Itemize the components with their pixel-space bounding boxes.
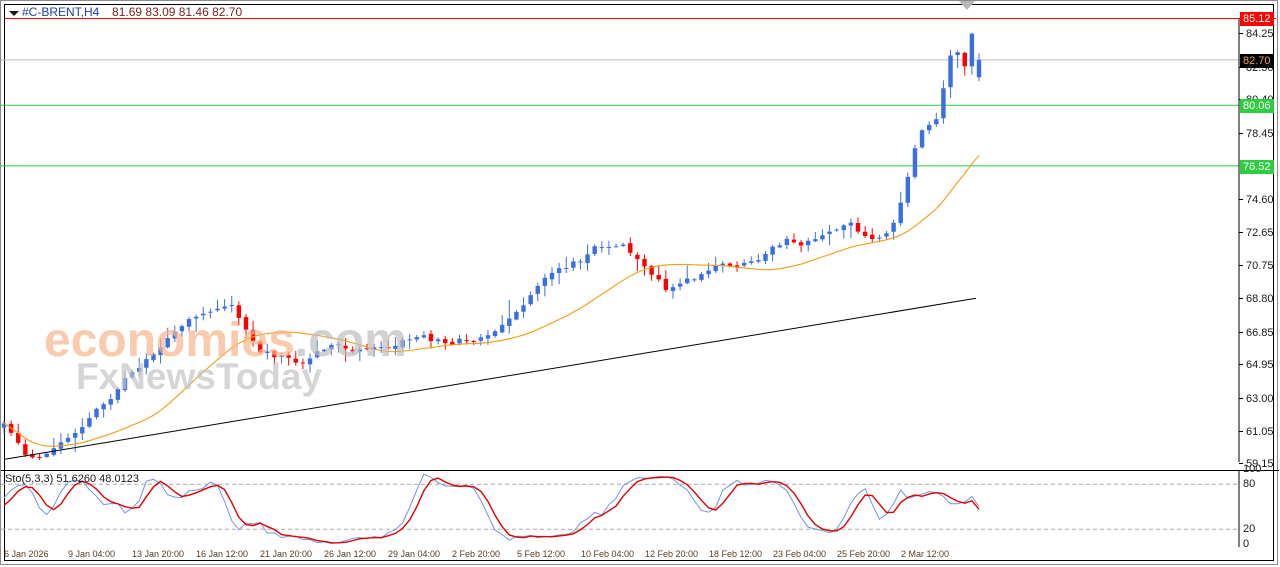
svg-text:Sto(5,3,3) 51.6260 48.0123: Sto(5,3,3) 51.6260 48.0123 (5, 473, 139, 485)
